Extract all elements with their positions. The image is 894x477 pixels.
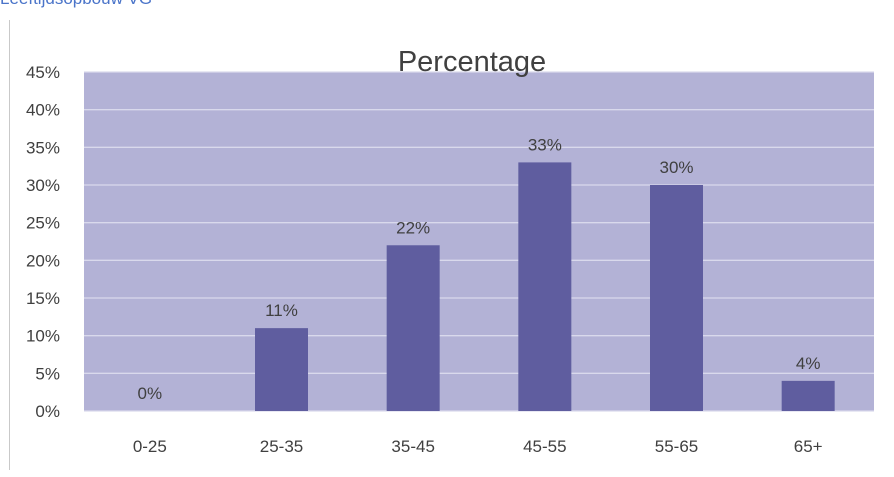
data-label: 22% bbox=[396, 218, 430, 237]
x-tick-label: 35-45 bbox=[391, 437, 434, 456]
gridlines bbox=[84, 71, 874, 412]
x-tick-label: 55-65 bbox=[655, 437, 698, 456]
data-labels: 0% 11% 22% 33% 30% 4% bbox=[138, 135, 821, 403]
data-label: 30% bbox=[659, 158, 693, 177]
x-tick-label: 65+ bbox=[794, 437, 823, 456]
bars bbox=[255, 162, 835, 411]
y-tick-label: 40% bbox=[26, 101, 60, 120]
y-tick-label: 10% bbox=[26, 327, 60, 346]
bar-25-35 bbox=[255, 328, 308, 411]
y-tick-label: 15% bbox=[26, 289, 60, 308]
data-label: 33% bbox=[528, 135, 562, 154]
y-tick-label: 20% bbox=[26, 251, 60, 270]
y-tick-label: 35% bbox=[26, 138, 60, 157]
chart-title: Percentage bbox=[398, 46, 546, 78]
plot-area bbox=[84, 72, 874, 411]
y-tick-label: 25% bbox=[26, 214, 60, 233]
bar-55-65 bbox=[650, 185, 703, 411]
bar-45-55 bbox=[518, 162, 572, 411]
left-rule bbox=[9, 20, 10, 470]
data-label: 4% bbox=[796, 354, 821, 373]
x-tick-label: 0-25 bbox=[133, 437, 167, 456]
x-tick-label: 25-35 bbox=[260, 437, 303, 456]
y-tick-label: 45% bbox=[26, 63, 60, 82]
x-axis-tick-labels: 0-25 25-35 35-45 45-55 55-65 65+ bbox=[133, 437, 823, 456]
y-tick-label: 5% bbox=[35, 364, 60, 383]
bar-65+ bbox=[781, 380, 835, 411]
header-text: Leeftijdsopbouw VG bbox=[0, 0, 152, 9]
data-label: 11% bbox=[265, 301, 298, 320]
x-tick-label: 45-55 bbox=[523, 437, 566, 456]
y-axis-tick-labels: 0% 5% 10% 15% 20% 25% 30% 35% 40% 45% bbox=[26, 63, 60, 421]
y-tick-label: 0% bbox=[35, 402, 60, 421]
data-label: 0% bbox=[138, 384, 163, 403]
bar-35-45 bbox=[386, 245, 440, 411]
y-tick-label: 30% bbox=[26, 176, 60, 195]
